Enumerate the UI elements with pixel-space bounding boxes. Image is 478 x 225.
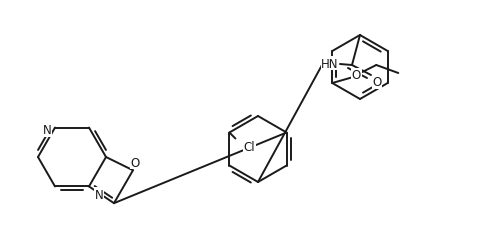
Text: HN: HN	[321, 57, 339, 70]
Text: N: N	[95, 188, 103, 201]
Text: N: N	[43, 124, 51, 136]
Text: Cl: Cl	[243, 140, 255, 153]
Text: O: O	[352, 69, 361, 82]
Text: O: O	[372, 76, 381, 89]
Text: O: O	[130, 156, 140, 169]
